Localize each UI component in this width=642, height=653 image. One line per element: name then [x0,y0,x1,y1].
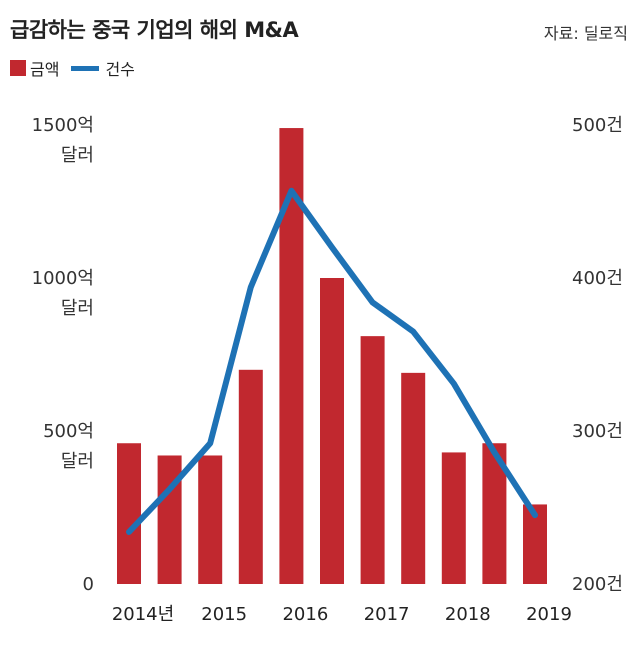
source-note: 자료: 딜로직 [543,24,628,43]
left-tick-label-3: 0 [83,574,94,595]
bar-6 [360,336,385,584]
left-tick-label-1: 1000억 달러 [32,268,94,319]
bar-0 [117,443,141,584]
x-tick-label-0: 2014년 [112,604,174,625]
legend-bar-swatch [10,60,26,76]
bar-series [117,128,547,584]
right-tick-label-1: 400건 [572,268,623,289]
bar-7 [401,372,426,584]
x-tick-label-3: 2017 [364,604,410,625]
chart-title: 급감하는 중국 기업의 해외 M&A [10,18,299,42]
legend-item-amount: 금액 [10,56,59,80]
legend-label-amount: 금액 [30,60,60,79]
bar-1 [157,455,182,584]
x-tick-label-1: 2015 [201,604,247,625]
left-tick-label-2: 500억 달러 [43,421,94,472]
right-tick-label-2: 300건 [572,421,623,442]
legend-line-swatch [71,65,100,71]
x-tick-label-2: 2016 [282,604,328,625]
x-tick-label-4: 2018 [445,604,491,625]
right-axis: 500건 400건 300건 200건 [572,115,623,595]
bar-3 [238,369,263,584]
bar-5 [320,278,344,584]
bar-2 [198,455,223,584]
right-tick-label-0: 500건 [572,115,623,136]
bar-8 [441,452,466,584]
left-tick-label-0: 1500억 달러 [32,115,94,166]
x-axis: 2014년 2015 2016 2017 2018 2019 [112,604,572,625]
legend-label-count: 건수 [105,60,135,79]
line-series [126,187,538,535]
left-axis: 1500억 달러 1000억 달러 500억 달러 0 [32,115,94,595]
right-tick-label-3: 200건 [572,574,623,595]
legend: 금액 건수 [10,56,147,80]
legend-item-count: 건수 [71,56,135,80]
x-tick-label-5: 2019 [526,604,572,625]
